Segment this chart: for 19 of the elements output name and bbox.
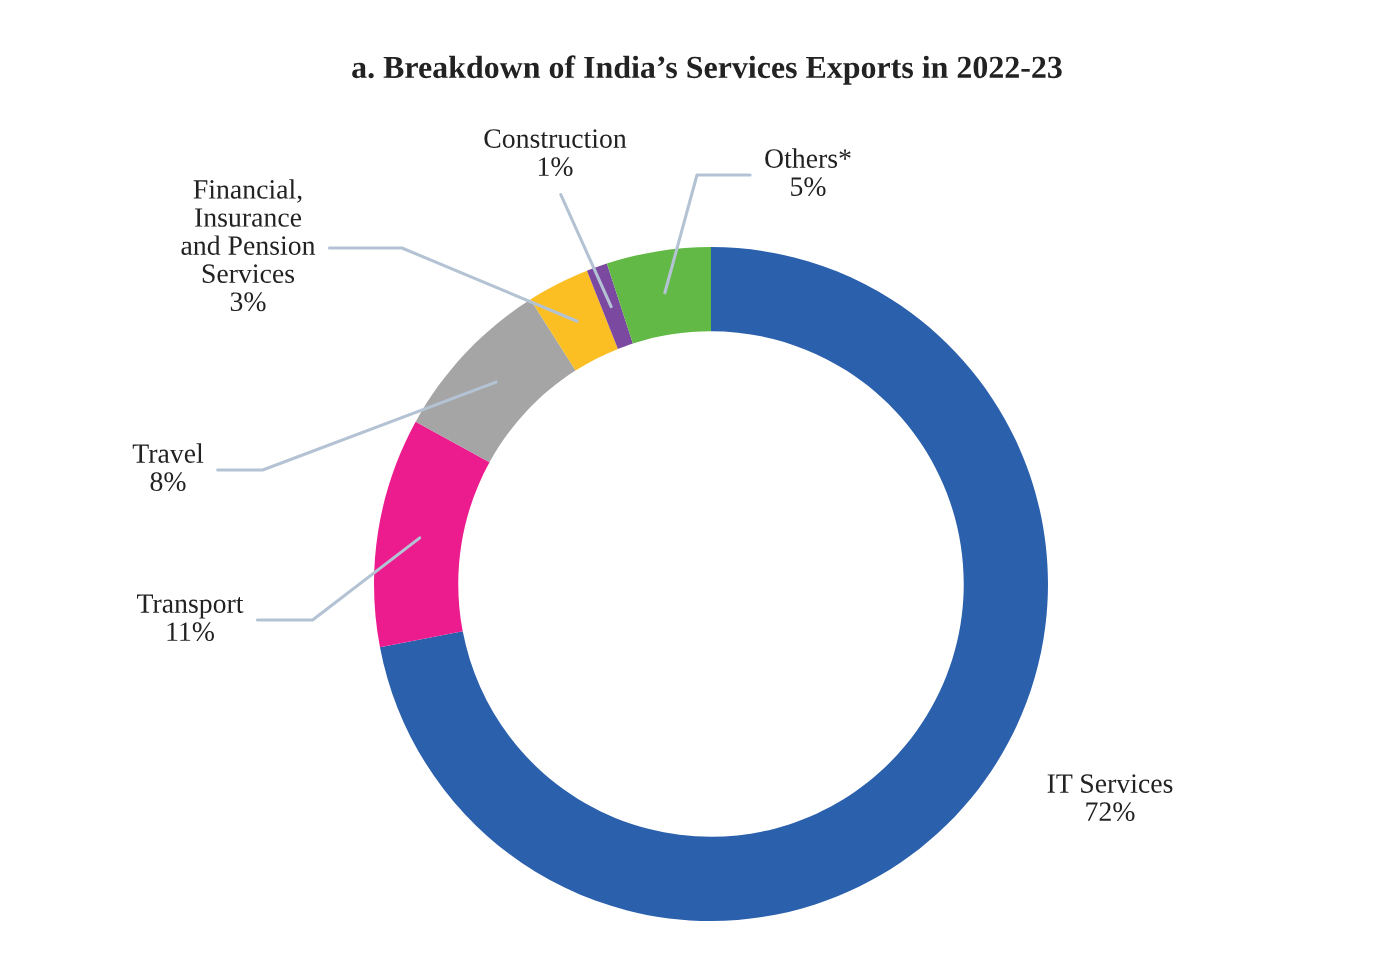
donut-slice [530, 270, 618, 371]
donut-slice [586, 263, 633, 349]
slice-label: Financial, Insurance and Pension Services [181, 179, 316, 284]
donut-slice [379, 247, 1048, 921]
slice-label: Construction [484, 129, 627, 148]
slice-label: Travel [132, 443, 204, 463]
slice-label: Transport [136, 594, 244, 619]
data-label: 3% [230, 292, 266, 312]
chart-title: a. Breakdown of India’s Services Exports in 2022-23 [352, 55, 1062, 85]
data-label: 11% [167, 622, 214, 642]
data-label: 1% [538, 157, 573, 177]
donut-slice [606, 247, 711, 344]
data-label: 8% [150, 472, 186, 492]
slice-label: Others* [765, 148, 851, 168]
data-label: 72% [1086, 802, 1135, 822]
data-label: 5% [791, 177, 826, 197]
slice-label: IT Services [1047, 774, 1173, 793]
donut-slice [374, 421, 490, 648]
donut-slice [415, 299, 576, 463]
